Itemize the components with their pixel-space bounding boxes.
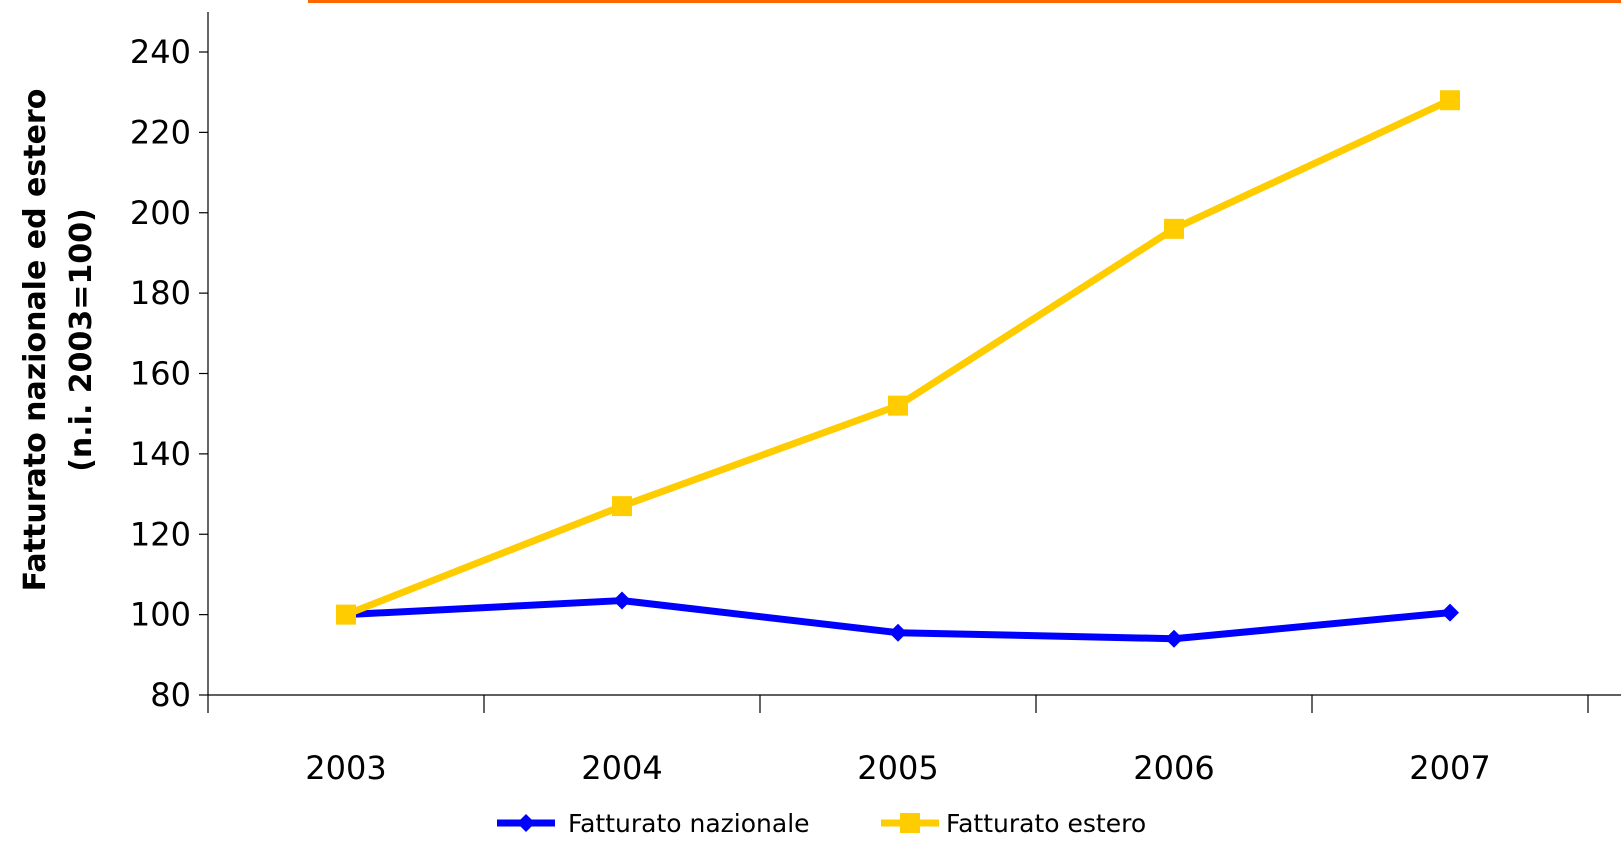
y-tick-label: 100 — [130, 596, 191, 634]
y-tick-label: 220 — [130, 113, 191, 151]
legend-swatch-marker — [900, 813, 920, 833]
data-point — [612, 496, 632, 517]
y-axis-title: Fatturato nazionale ed estero (n.i. 2003… — [18, 89, 99, 592]
x-tick-label: 2003 — [305, 749, 386, 787]
data-point — [1441, 603, 1459, 622]
x-tick-label: 2004 — [581, 749, 662, 787]
y-tick-label: 200 — [130, 194, 191, 232]
y-tick-label: 160 — [130, 355, 191, 393]
data-point — [336, 604, 356, 625]
y-axis-title-line-2: (n.i. 2003=100) — [64, 208, 99, 472]
y-axis: 80 100 120 140 160 180 200 220 240 — [130, 12, 209, 714]
data-point — [888, 395, 908, 416]
x-tick-label: 2005 — [857, 749, 938, 787]
data-point — [1440, 90, 1460, 111]
y-tick-label: 140 — [130, 435, 191, 473]
legend-label: Fatturato estero — [946, 809, 1146, 838]
series-line — [342, 96, 1454, 619]
legend-item: Fatturato nazionale — [497, 809, 810, 838]
legend-item: Fatturato estero — [881, 809, 1146, 838]
y-tick-label: 240 — [130, 33, 191, 71]
legend-label: Fatturato nazionale — [568, 809, 810, 838]
y-tick-label: 120 — [130, 515, 191, 553]
series-1 — [336, 90, 1460, 625]
y-axis-title-line-1: Fatturato nazionale ed estero — [18, 89, 53, 592]
x-tick-label: 2006 — [1133, 749, 1214, 787]
data-point — [1165, 629, 1183, 648]
legend-swatch-marker — [517, 814, 535, 832]
data-point — [1164, 218, 1184, 239]
x-tick-label: 2007 — [1409, 749, 1490, 787]
x-axis: 2003 2004 2005 2006 2007 — [207, 694, 1621, 787]
data-point — [613, 591, 631, 610]
y-tick-label: 180 — [130, 274, 191, 312]
legend: Fatturato nazionale Fatturato estero — [497, 809, 1146, 838]
plot-area — [336, 90, 1460, 648]
y-tick-label: 80 — [150, 676, 191, 714]
series-0 — [337, 591, 1459, 648]
data-point — [889, 623, 907, 642]
